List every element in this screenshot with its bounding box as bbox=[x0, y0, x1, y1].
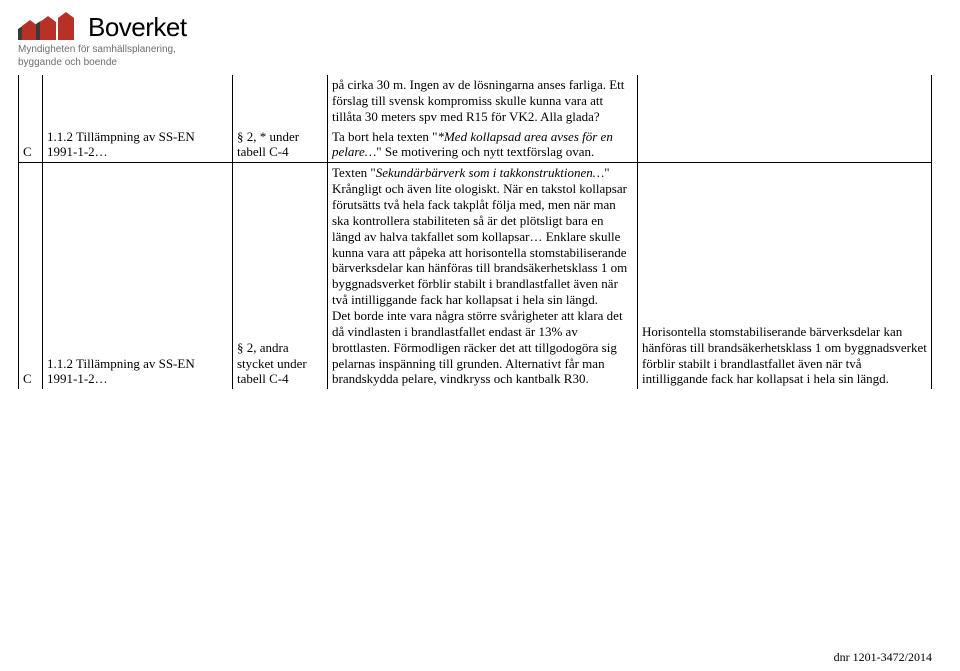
cell-reference: 1.1.2 Tillämpning av SS-EN 1991-1-2… bbox=[43, 163, 233, 390]
logo-text: Boverket bbox=[88, 14, 187, 40]
cell-reference: 1.1.2 Tillämpning av SS-EN 1991-1-2… bbox=[43, 75, 233, 163]
cell-text-pre: på cirka 30 m. Ingen av de lösningarna a… bbox=[328, 75, 638, 127]
cell-right: Horisontella stomstabiliserande bärverks… bbox=[638, 163, 932, 390]
tagline-line-1: Myndigheten för samhällsplanering, bbox=[18, 44, 176, 55]
cell-right-empty bbox=[638, 75, 932, 163]
logo-tagline: Myndigheten för samhällsplanering, bygga… bbox=[18, 44, 932, 69]
para-1: Texten "Sekundärbärverk som i takkonstru… bbox=[332, 165, 633, 308]
text-part-a: Ta bort hela texten " bbox=[332, 129, 437, 144]
cell-location: § 2, * under tabell C-4 bbox=[233, 75, 328, 163]
footer-dnr: dnr 1201-3472/2014 bbox=[834, 650, 932, 665]
text-part-b: " Krångligt och även lite ologiskt. När … bbox=[332, 165, 627, 307]
cell-code: C bbox=[19, 75, 43, 163]
text-part-italic: Sekundärbärverk som i takkonstruktionen… bbox=[376, 165, 605, 180]
para-2: Det borde inte vara några större svårigh… bbox=[332, 308, 633, 387]
logo-row: Boverket bbox=[18, 10, 932, 40]
text-part-b: " Se motivering och nytt textförslag ova… bbox=[376, 144, 594, 159]
text-part-a: Texten " bbox=[332, 165, 376, 180]
table-row: C 1.1.2 Tillämpning av SS-EN 1991-1-2… §… bbox=[19, 163, 932, 390]
cell-code: C bbox=[19, 163, 43, 390]
logo-mark bbox=[18, 10, 82, 40]
document-table: C 1.1.2 Tillämpning av SS-EN 1991-1-2… §… bbox=[18, 75, 932, 389]
logo-area: Boverket Myndigheten för samhällsplaneri… bbox=[18, 10, 932, 69]
table-row: C 1.1.2 Tillämpning av SS-EN 1991-1-2… §… bbox=[19, 75, 932, 127]
tagline-line-2: byggande och boende bbox=[18, 57, 117, 68]
cell-text-main: Texten "Sekundärbärverk som i takkonstru… bbox=[328, 163, 638, 390]
cell-text-main: Ta bort hela texten "*Med kollapsad area… bbox=[328, 127, 638, 163]
cell-location: § 2, andra stycket under tabell C-4 bbox=[233, 163, 328, 390]
